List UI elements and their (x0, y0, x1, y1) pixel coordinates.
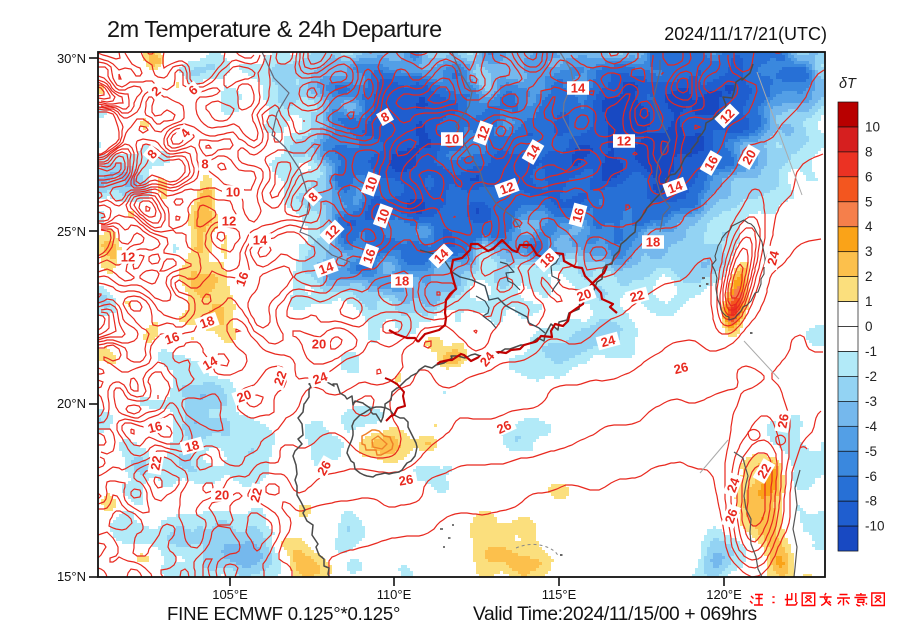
svg-text:8: 8 (201, 157, 208, 172)
svg-text:20: 20 (312, 337, 326, 352)
svg-text:2024/11/17/21(UTC): 2024/11/17/21(UTC) (664, 24, 827, 44)
svg-text:20: 20 (739, 147, 759, 167)
svg-text:14: 14 (253, 233, 268, 248)
svg-text:18: 18 (198, 313, 217, 332)
svg-text:10: 10 (865, 119, 880, 134)
svg-text:0: 0 (865, 319, 873, 334)
svg-text:20°N: 20°N (57, 396, 86, 411)
svg-text:6: 6 (865, 169, 873, 184)
svg-text:12: 12 (222, 214, 236, 229)
svg-text:12: 12 (121, 250, 135, 265)
svg-text:10: 10 (226, 185, 240, 200)
svg-text:-5: -5 (865, 444, 877, 459)
svg-text:δT: δT (839, 76, 857, 92)
svg-text:16: 16 (569, 206, 587, 224)
svg-text:5: 5 (865, 194, 873, 209)
svg-text:-2: -2 (865, 369, 877, 384)
svg-text:16: 16 (360, 247, 379, 266)
svg-text:30°N: 30°N (57, 51, 86, 66)
svg-text:-1: -1 (865, 344, 877, 359)
svg-text:1: 1 (865, 294, 873, 309)
svg-text:-10: -10 (865, 519, 885, 534)
svg-text:4: 4 (865, 219, 873, 234)
svg-text:16: 16 (163, 329, 182, 348)
svg-text:20: 20 (215, 488, 229, 503)
svg-text:24: 24 (724, 475, 743, 494)
svg-text:16: 16 (701, 153, 721, 173)
svg-text:22: 22 (754, 461, 774, 481)
svg-text:18: 18 (183, 437, 201, 455)
svg-text:FINE ECMWF 0.125°*0.125°: FINE ECMWF 0.125°*0.125° (167, 603, 400, 624)
svg-text:14: 14 (317, 258, 336, 277)
svg-text:14: 14 (571, 81, 586, 96)
svg-text:25°N: 25°N (57, 224, 86, 239)
svg-text:14: 14 (666, 177, 685, 196)
svg-text:22: 22 (271, 369, 290, 388)
svg-text:24: 24 (311, 368, 330, 387)
svg-text:26: 26 (672, 359, 690, 377)
svg-text:3: 3 (865, 244, 873, 259)
svg-text:-8: -8 (865, 494, 877, 509)
svg-text:115°E: 115°E (542, 587, 577, 602)
svg-text:26: 26 (722, 507, 741, 526)
svg-text:Valid Time:2024/11/15/00 + 069: Valid Time:2024/11/15/00 + 069hrs (473, 604, 757, 625)
svg-text:10: 10 (362, 175, 381, 194)
svg-text:120°E: 120°E (706, 587, 742, 602)
svg-text:20: 20 (575, 286, 594, 305)
svg-text:24: 24 (599, 332, 618, 350)
svg-text:2m Temperature & 24h Departure: 2m Temperature & 24h Departure (107, 16, 442, 42)
svg-text:12: 12 (474, 124, 493, 143)
svg-text:110°E: 110°E (377, 587, 412, 602)
svg-text:18: 18 (646, 235, 660, 250)
svg-text:26: 26 (774, 413, 791, 430)
svg-text:26: 26 (398, 471, 415, 488)
svg-text:2: 2 (865, 269, 873, 284)
svg-text:26: 26 (494, 417, 513, 437)
svg-text:-4: -4 (865, 419, 877, 434)
svg-text:15°N: 15°N (57, 569, 86, 584)
svg-text:8: 8 (865, 144, 873, 159)
svg-text:-3: -3 (865, 394, 877, 409)
svg-text:24: 24 (764, 248, 782, 267)
svg-text:18: 18 (395, 274, 409, 289)
svg-text:12: 12 (498, 179, 517, 198)
svg-text:22: 22 (247, 486, 265, 504)
svg-text:10: 10 (445, 132, 459, 147)
svg-text:10: 10 (374, 207, 393, 226)
svg-text:-6: -6 (865, 469, 877, 484)
svg-text:105°E: 105°E (212, 587, 248, 602)
svg-text:22: 22 (147, 455, 164, 472)
svg-text:16: 16 (146, 418, 164, 436)
svg-text:16: 16 (233, 270, 252, 289)
svg-text:26: 26 (314, 458, 334, 478)
svg-text:20: 20 (235, 387, 254, 406)
svg-text:22: 22 (628, 287, 646, 305)
svg-text:12: 12 (617, 134, 631, 149)
